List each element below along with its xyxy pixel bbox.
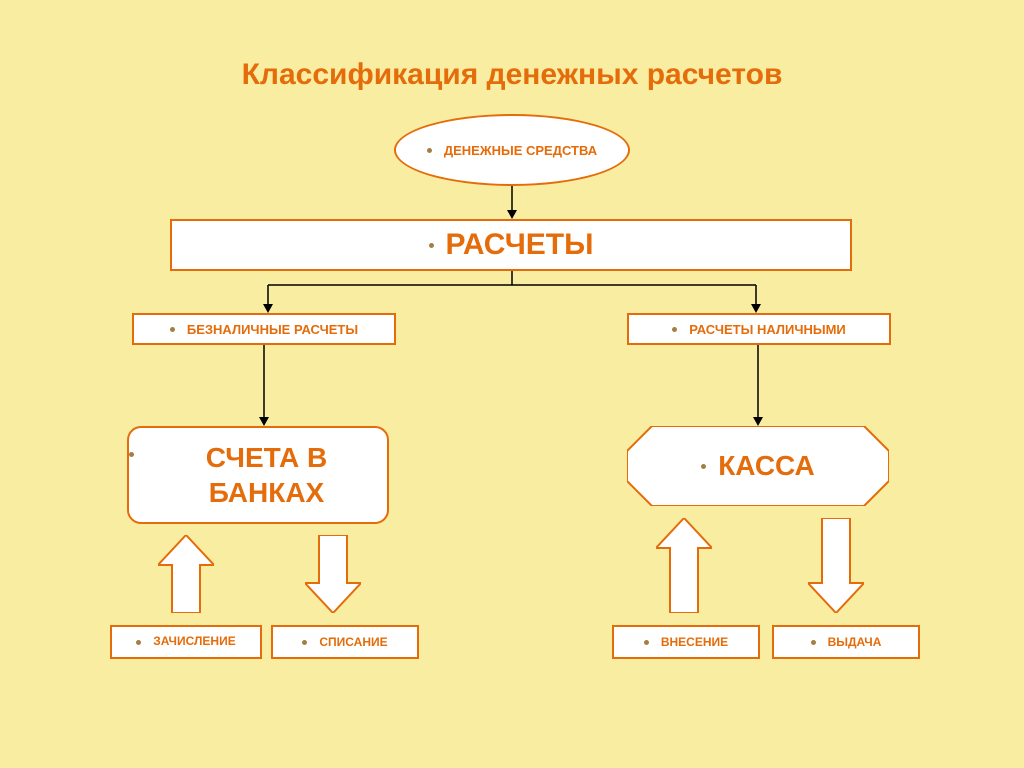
node-root: ДЕНЕЖНЫЕ СРЕДСТВА — [394, 114, 630, 186]
node-left2-label: СЧЕТА В БАНКАХ — [146, 440, 387, 510]
node-left1: БЕЗНАЛИЧНЫЕ РАСЧЕТЫ — [132, 313, 396, 345]
slide: Классификация денежных расчетов ДЕНЕЖНЫЕ… — [0, 0, 1024, 768]
node-left1-label: БЕЗНАЛИЧНЫЕ РАСЧЕТЫ — [187, 322, 358, 337]
bullet-icon — [701, 464, 706, 469]
arrow-right1-right2 — [753, 345, 763, 426]
bullet-icon — [129, 452, 134, 457]
bullet-icon — [136, 640, 141, 645]
node-b3-label: ВНЕСЕНИЕ — [661, 635, 728, 649]
node-b2-label: СПИСАНИЕ — [319, 635, 387, 649]
bullet-icon — [302, 640, 307, 645]
bullet-icon — [429, 243, 434, 248]
node-right2-label: КАССА — [718, 450, 815, 482]
node-b4-label: ВЫДАЧА — [828, 635, 882, 649]
bullet-icon — [427, 148, 432, 153]
node-right1: РАСЧЕТЫ НАЛИЧНЫМИ — [627, 313, 891, 345]
block-arrow-down-2 — [808, 518, 864, 613]
block-arrow-down-1 — [305, 535, 361, 613]
node-calc: РАСЧЕТЫ — [170, 219, 852, 271]
bullet-icon — [811, 640, 816, 645]
bullet-icon — [644, 640, 649, 645]
block-arrow-up-1 — [158, 535, 214, 613]
node-left2: СЧЕТА В БАНКАХ — [127, 426, 389, 524]
node-root-label: ДЕНЕЖНЫЕ СРЕДСТВА — [444, 143, 597, 158]
block-arrow-up-2 — [656, 518, 712, 613]
node-b3: ВНЕСЕНИЕ — [612, 625, 760, 659]
node-right2: КАССА — [627, 426, 889, 506]
node-b4: ВЫДАЧА — [772, 625, 920, 659]
slide-title: Классификация денежных расчетов — [0, 58, 1024, 92]
arrow-root-calc — [507, 186, 517, 219]
node-right1-label: РАСЧЕТЫ НАЛИЧНЫМИ — [689, 322, 846, 337]
node-b1-label: ЗАЧИСЛЕНИЕ — [153, 635, 235, 648]
node-calc-label: РАСЧЕТЫ — [446, 228, 594, 262]
connector-split — [250, 271, 774, 313]
arrow-left1-left2 — [259, 345, 269, 426]
bullet-icon — [672, 327, 677, 332]
node-b1: ЗАЧИСЛЕНИЕ — [110, 625, 262, 659]
node-b2: СПИСАНИЕ — [271, 625, 419, 659]
bullet-icon — [170, 327, 175, 332]
